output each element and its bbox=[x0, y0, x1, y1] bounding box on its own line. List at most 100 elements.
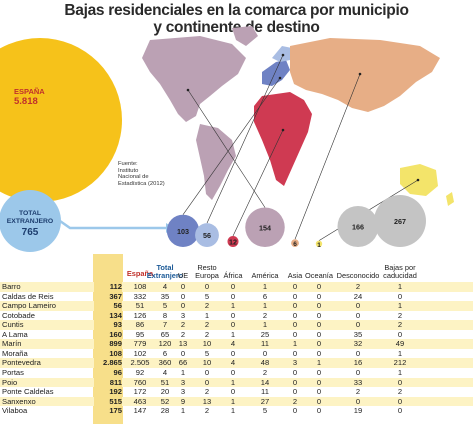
table-cell: 1 bbox=[230, 301, 236, 311]
table-cell: 19 bbox=[353, 406, 363, 416]
table-cell: 2 bbox=[397, 387, 403, 397]
table-cell: 1 bbox=[316, 358, 322, 368]
source-note: Fuente: Instituto Nacional de Estadístic… bbox=[118, 161, 165, 187]
table-cell: 102 bbox=[133, 348, 147, 358]
table-cell: 120 bbox=[158, 339, 172, 349]
table-cell: 0 bbox=[355, 348, 361, 358]
extranjero-label-line-1: TOTAL bbox=[18, 210, 42, 217]
table-cell: 24 bbox=[353, 291, 363, 301]
table-cell: 0 bbox=[292, 367, 298, 377]
source-line: Estadística (2012) bbox=[118, 180, 165, 187]
column-header: África bbox=[223, 271, 243, 280]
table-row: Pontevedra 2.865 2.505 360 66 10 4 48 3 1 16 212 bbox=[0, 358, 473, 368]
table-cell: 0 bbox=[355, 367, 361, 377]
table-cell: 93 bbox=[94, 320, 122, 330]
table-cell: 51 bbox=[160, 377, 170, 387]
table-cell: 0 bbox=[230, 282, 236, 291]
table-cell: 0 bbox=[397, 377, 403, 387]
table-cell: 2 bbox=[355, 282, 361, 291]
table-cell: 0 bbox=[292, 406, 298, 416]
extranjero-value: 765 bbox=[21, 227, 39, 238]
table-cell: 0 bbox=[230, 387, 236, 397]
table-cell: 1 bbox=[397, 367, 403, 377]
table-cell: 0 bbox=[204, 377, 210, 387]
table-row: Poio 811 760 51 3 0 1 14 0 0 33 0 bbox=[0, 377, 473, 388]
municipality-name: Marín bbox=[2, 339, 22, 349]
table-cell: 52 bbox=[160, 396, 170, 406]
greenland-shape bbox=[232, 26, 258, 46]
table-cell: 134 bbox=[94, 310, 122, 321]
table-cell: 8 bbox=[162, 310, 168, 320]
connector-line bbox=[206, 54, 284, 224]
bubble-value-label: 166 bbox=[352, 222, 364, 231]
table-row: A Lama 160 95 65 2 2 1 25 0 0 35 0 bbox=[0, 329, 473, 340]
table-cell: 0 bbox=[180, 291, 186, 301]
table-cell: 25 bbox=[260, 329, 270, 339]
table-cell: 3 bbox=[292, 358, 298, 368]
table-cell: 0 bbox=[355, 310, 361, 320]
municipality-name: Poio bbox=[2, 377, 18, 387]
table-cell: 5 bbox=[204, 291, 210, 301]
table-cell: 2 bbox=[355, 387, 361, 397]
table-cell: 0 bbox=[230, 291, 236, 301]
table-cell: 212 bbox=[393, 358, 407, 368]
table-cell: 3 bbox=[180, 377, 186, 387]
table-row: Cotobade 134 126 8 3 1 0 2 0 0 0 2 bbox=[0, 310, 473, 321]
table-cell: 0 bbox=[355, 396, 361, 406]
table-cell: 16 bbox=[353, 358, 363, 368]
table-cell: 0 bbox=[316, 282, 322, 291]
table-cell: 0 bbox=[204, 282, 210, 291]
europe-shape bbox=[262, 60, 290, 86]
column-header: Total Extranjero bbox=[146, 263, 184, 280]
connector-line bbox=[187, 89, 266, 208]
table-cell: 0 bbox=[316, 339, 322, 349]
table-cell: 9 bbox=[180, 396, 186, 406]
table-cell: 56 bbox=[94, 301, 122, 311]
connector-dot bbox=[186, 88, 190, 92]
table-cell: 0 bbox=[316, 348, 322, 358]
table-cell: 2 bbox=[204, 320, 210, 330]
connector-line bbox=[294, 73, 361, 240]
table-cell: 0 bbox=[316, 329, 322, 339]
table-cell: 1 bbox=[180, 406, 186, 416]
table-cell: 0 bbox=[180, 348, 186, 358]
table-cell: 0 bbox=[316, 396, 322, 406]
table-cell: 66 bbox=[178, 358, 188, 368]
table-cell: 172 bbox=[133, 387, 147, 397]
table-cell: 1 bbox=[204, 310, 210, 320]
table-cell: 11 bbox=[261, 339, 269, 349]
table-cell: 65 bbox=[160, 329, 170, 339]
table-cell: 2.505 bbox=[130, 358, 150, 368]
table-cell: 32 bbox=[353, 339, 363, 349]
table-cell: 1 bbox=[230, 329, 236, 339]
municipality-name: Campo Lameiro bbox=[2, 301, 57, 311]
table-cell: 0 bbox=[316, 291, 322, 301]
espana-value: 5.818 bbox=[14, 96, 38, 107]
extranjero-label: TOTAL EXTRANJERO bbox=[2, 210, 58, 225]
bubble-value-label: 103 bbox=[177, 227, 189, 236]
table-cell: 51 bbox=[135, 301, 145, 311]
table-cell: 7 bbox=[162, 320, 168, 330]
table-cell: 112 bbox=[94, 282, 122, 292]
table-cell: 1 bbox=[262, 282, 268, 291]
table-cell: 10 bbox=[202, 358, 212, 368]
table-row: Cuntis 93 86 7 2 2 0 1 0 0 0 2 bbox=[0, 320, 473, 330]
table-cell: 779 bbox=[133, 339, 147, 349]
table-cell: 0 bbox=[292, 320, 298, 330]
asia-shape bbox=[290, 38, 440, 112]
table-cell: 1 bbox=[230, 396, 236, 406]
table-cell: 2 bbox=[397, 320, 403, 330]
table-cell: 0 bbox=[355, 301, 361, 311]
connector-dot bbox=[416, 178, 420, 182]
africa-shape bbox=[254, 92, 312, 186]
table-cell: 0 bbox=[180, 301, 186, 311]
table-cell: 0 bbox=[316, 320, 322, 330]
table-cell: 811 bbox=[94, 377, 122, 388]
north-america-shape bbox=[142, 36, 246, 122]
table-cell: 108 bbox=[133, 282, 147, 291]
extranjero-bubble bbox=[0, 190, 61, 252]
table-cell: 192 bbox=[94, 387, 122, 397]
extranjero-arrow bbox=[59, 219, 170, 230]
table-cell: 0 bbox=[292, 301, 298, 311]
table-cell: 1 bbox=[262, 301, 268, 311]
